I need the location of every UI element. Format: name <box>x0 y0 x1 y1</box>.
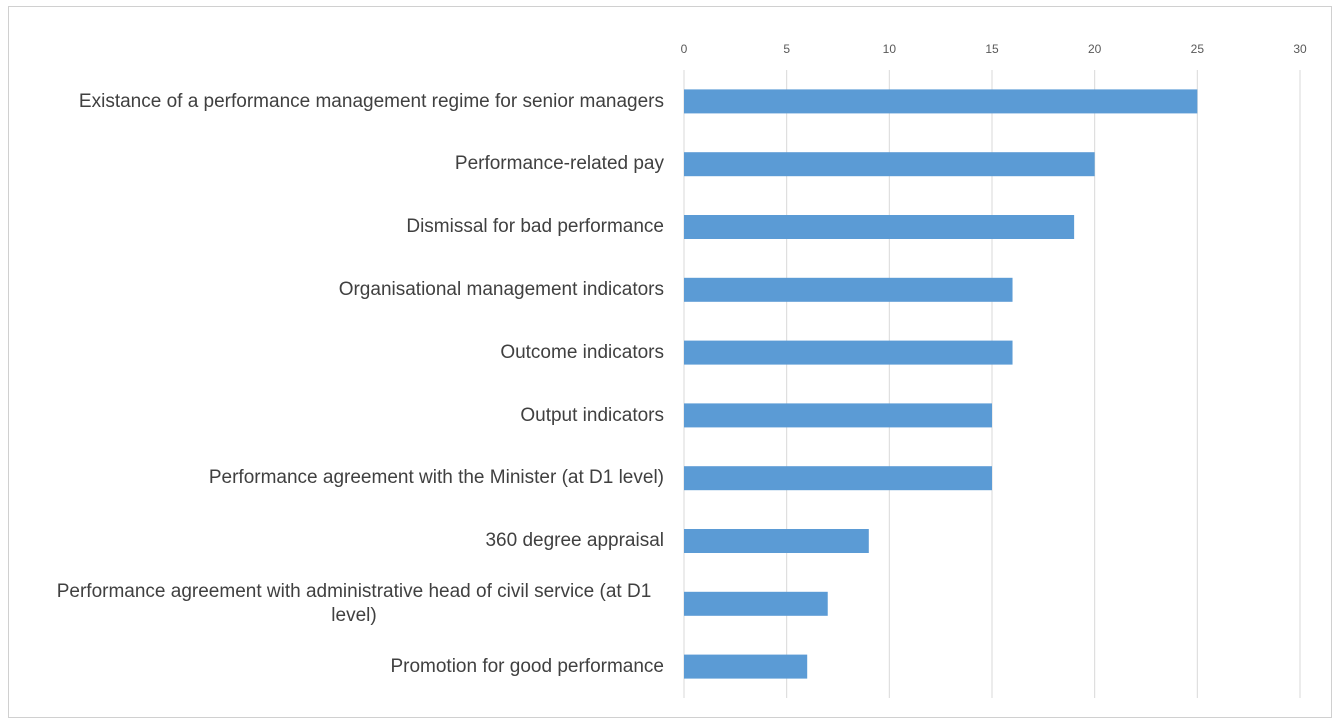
x-tick-label: 30 <box>1293 42 1307 56</box>
category-label-box: Existance of a performance management re… <box>44 70 664 133</box>
y-tick-label: Performance agreement with the Minister … <box>208 467 664 489</box>
bar <box>684 466 992 491</box>
bar <box>684 215 1075 239</box>
x-tick-label: 15 <box>985 42 999 56</box>
y-tick-label: Organisational management indicators <box>338 278 664 300</box>
bar <box>684 654 808 679</box>
bar <box>684 340 1013 365</box>
category-label-box: 360 degree appraisal <box>44 510 664 573</box>
bar <box>684 89 1198 114</box>
x-tick-label: 5 <box>783 42 790 56</box>
y-tick-label: Performance agreement with administrativ… <box>56 580 652 626</box>
y-tick-label: Outcome indicators <box>500 341 664 363</box>
x-tick-label: 25 <box>1191 42 1205 56</box>
y-tick-label: Dismissal for bad performance <box>406 216 664 238</box>
y-tick-label: Existance of a performance management re… <box>78 90 664 112</box>
x-tick-label: 0 <box>681 42 688 56</box>
category-label-box: Dismissal for bad performance <box>44 196 664 259</box>
bar <box>684 152 1095 177</box>
category-label-box: Performance-related pay <box>44 133 664 196</box>
bar <box>684 277 1013 302</box>
category-label-box: Promotion for good performance <box>44 635 664 698</box>
category-label-box: Performance agreement with administrativ… <box>44 572 664 635</box>
bar <box>684 591 828 616</box>
chart-frame <box>8 6 1332 718</box>
category-label-box: Performance agreement with the Minister … <box>44 447 664 510</box>
category-label-box: Outcome indicators <box>44 321 664 384</box>
category-label-box: Output indicators <box>44 384 664 447</box>
y-tick-label: 360 degree appraisal <box>485 530 664 552</box>
bar <box>684 403 992 428</box>
x-tick-label: 20 <box>1088 42 1102 56</box>
bar <box>684 529 869 553</box>
y-tick-label: Output indicators <box>520 404 664 426</box>
y-tick-label: Performance-related pay <box>454 153 664 175</box>
category-label-box: Organisational management indicators <box>44 258 664 321</box>
y-tick-label: Promotion for good performance <box>390 655 664 677</box>
x-tick-label: 10 <box>883 42 897 56</box>
